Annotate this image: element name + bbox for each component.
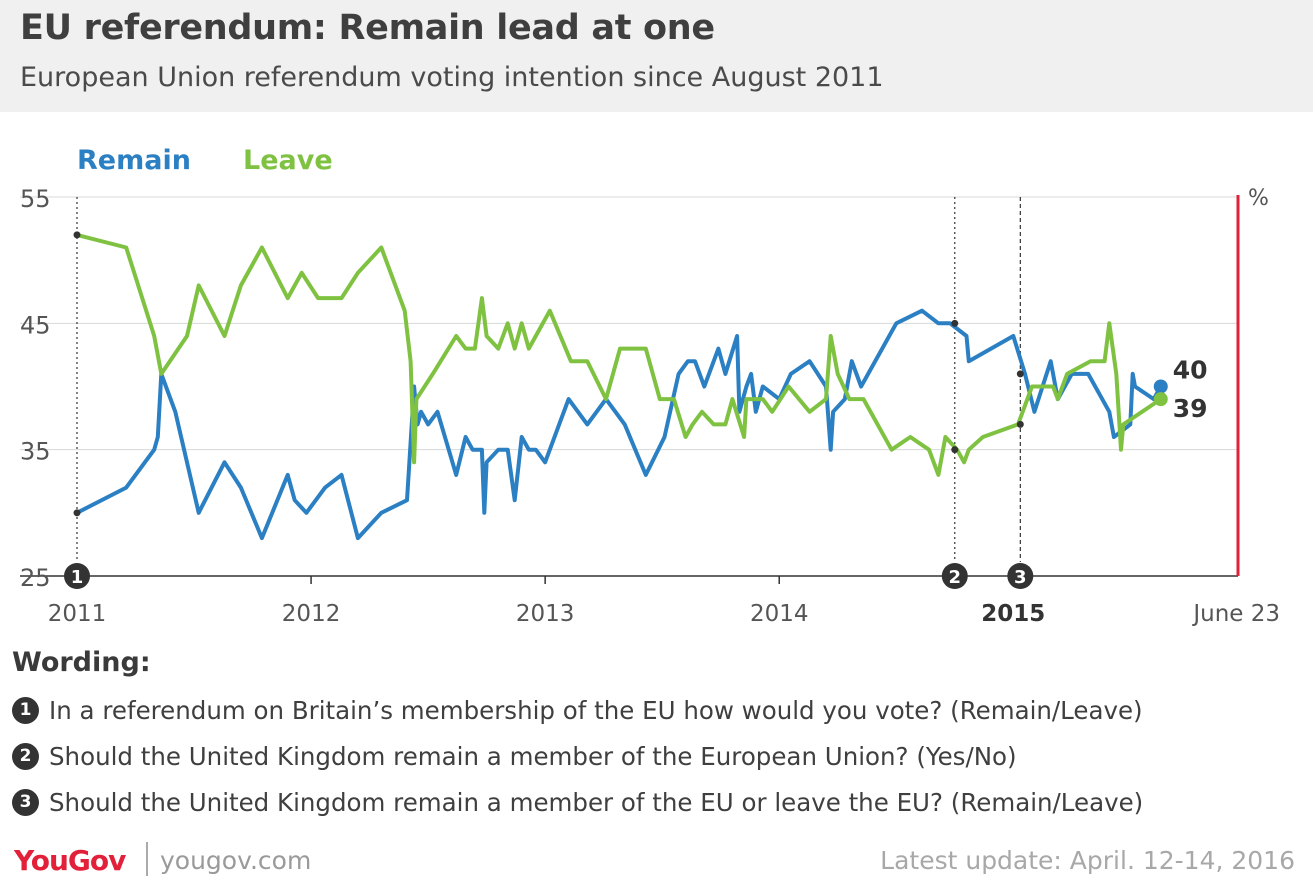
x-tick-label-2012: 2012 [282,601,341,627]
wording-heading: Wording: [12,647,151,678]
footer: YouGov yougov.com Latest update: April. … [0,838,1313,880]
legend-remain: Remain [77,145,191,176]
y-tick-label-35: 35 [20,438,51,466]
question-2: 2 Should the United Kingdom remain a mem… [12,742,1017,771]
wording-marker-dot-1-remain [73,509,81,517]
x-tick-label-2015: 2015 [981,601,1045,627]
x-tick-label-2011: 2011 [48,601,107,627]
wording-marker-dot-3-leave [1016,420,1024,428]
chart-title: EU referendum: Remain lead at one [20,8,715,48]
question-text-2: Should the United Kingdom remain a membe… [49,742,1017,771]
wording-marker-dot-2-remain [951,319,959,327]
chart-subtitle: European Union referendum voting intenti… [20,62,884,93]
question-number-2: 2 [12,743,39,770]
legend-leave: Leave [243,145,333,176]
wording-marker-number-3: 3 [1014,567,1027,588]
wording-marker-dot-3-remain [1016,370,1024,378]
series-line-remain [75,308,1163,541]
question-text-3: Should the United Kingdom remain a membe… [49,788,1144,817]
latest-update: Latest update: April. 12-14, 2016 [880,846,1295,875]
x-tick-label-2014: 2014 [750,601,809,627]
site-link[interactable]: yougov.com [160,846,312,875]
wording-marker-number-1: 1 [71,567,84,588]
unit-label: % [1248,186,1269,211]
yougov-logo[interactable]: YouGov [14,844,126,877]
y-tick-label-55: 55 [20,185,51,213]
wording-marker-number-2: 2 [949,567,962,588]
question-1: 1 In a referendum on Britain’s membershi… [12,696,1143,725]
end-point-leave [1153,392,1168,407]
wording-marker-dot-2-leave [951,446,959,454]
question-number-1: 1 [12,697,39,724]
wording-marker-badge-3 [1007,563,1034,589]
question-text-1: In a referendum on Britain’s membership … [49,696,1143,725]
end-point-remain [1153,379,1168,394]
series-line-leave [75,232,1163,477]
wording-marker-dot-1-leave [73,231,81,239]
question-3: 3 Should the United Kingdom remain a mem… [12,788,1143,817]
end-label-leave: 39 [1173,394,1208,423]
line-chart: Remain Leave 25 35 45 55 % 2011 2012 2013 2014 2015… [20,145,1280,627]
question-number-3: 3 [12,789,39,816]
wording-marker-badge-2 [941,563,968,589]
header: EU referendum: Remain lead at one Europe… [0,0,1313,112]
y-tick-label-25: 25 [20,564,51,592]
wording-marker-badge-1 [64,563,90,589]
x-tick-label-June 23: June 23 [1191,601,1280,627]
y-tick-label-45: 45 [20,311,51,339]
footer-divider [146,842,148,876]
x-tick-label-2013: 2013 [516,601,575,627]
end-label-remain: 40 [1173,356,1208,385]
